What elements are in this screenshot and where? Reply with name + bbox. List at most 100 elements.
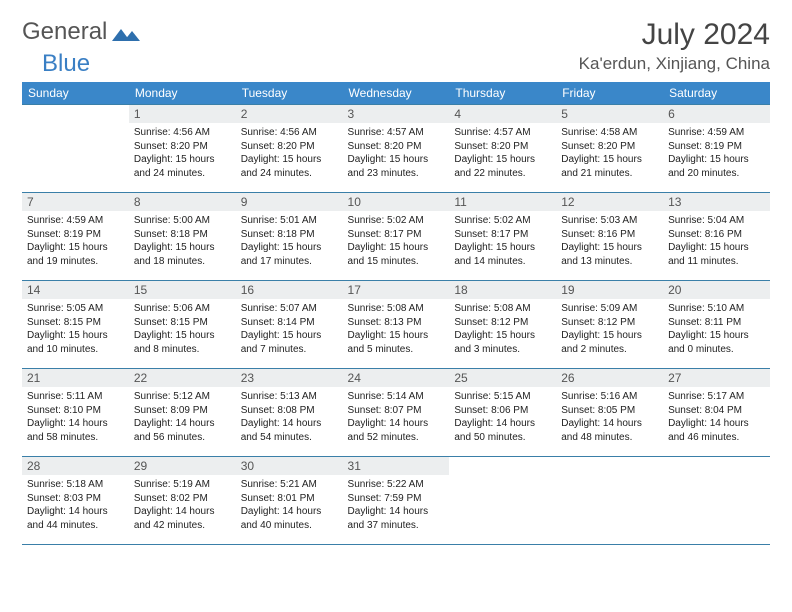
calendar-row: 7Sunrise: 4:59 AMSunset: 8:19 PMDaylight… <box>22 193 770 281</box>
day-details: Sunrise: 5:16 AMSunset: 8:05 PMDaylight:… <box>556 387 663 446</box>
day-cell: 18Sunrise: 5:08 AMSunset: 8:12 PMDayligh… <box>449 281 556 369</box>
weekday-header: Monday <box>129 82 236 105</box>
calendar-row: 14Sunrise: 5:05 AMSunset: 8:15 PMDayligh… <box>22 281 770 369</box>
day-details: Sunrise: 5:12 AMSunset: 8:09 PMDaylight:… <box>129 387 236 446</box>
calendar-row: 21Sunrise: 5:11 AMSunset: 8:10 PMDayligh… <box>22 369 770 457</box>
day-cell: 19Sunrise: 5:09 AMSunset: 8:12 PMDayligh… <box>556 281 663 369</box>
weekday-header: Wednesday <box>343 82 450 105</box>
day-details: Sunrise: 5:21 AMSunset: 8:01 PMDaylight:… <box>236 475 343 534</box>
calendar-row: 1Sunrise: 4:56 AMSunset: 8:20 PMDaylight… <box>22 105 770 193</box>
day-cell: 27Sunrise: 5:17 AMSunset: 8:04 PMDayligh… <box>663 369 770 457</box>
day-details: Sunrise: 4:57 AMSunset: 8:20 PMDaylight:… <box>449 123 556 182</box>
day-details: Sunrise: 5:11 AMSunset: 8:10 PMDaylight:… <box>22 387 129 446</box>
day-number: 18 <box>449 281 556 299</box>
day-number: 14 <box>22 281 129 299</box>
day-cell: 3Sunrise: 4:57 AMSunset: 8:20 PMDaylight… <box>343 105 450 193</box>
day-cell: 17Sunrise: 5:08 AMSunset: 8:13 PMDayligh… <box>343 281 450 369</box>
day-details: Sunrise: 4:56 AMSunset: 8:20 PMDaylight:… <box>236 123 343 182</box>
day-cell: 10Sunrise: 5:02 AMSunset: 8:17 PMDayligh… <box>343 193 450 281</box>
day-details: Sunrise: 5:18 AMSunset: 8:03 PMDaylight:… <box>22 475 129 534</box>
day-details: Sunrise: 5:09 AMSunset: 8:12 PMDaylight:… <box>556 299 663 358</box>
day-cell: 24Sunrise: 5:14 AMSunset: 8:07 PMDayligh… <box>343 369 450 457</box>
weekday-header: Thursday <box>449 82 556 105</box>
day-cell: 22Sunrise: 5:12 AMSunset: 8:09 PMDayligh… <box>129 369 236 457</box>
day-cell: 4Sunrise: 4:57 AMSunset: 8:20 PMDaylight… <box>449 105 556 193</box>
day-cell: 31Sunrise: 5:22 AMSunset: 7:59 PMDayligh… <box>343 457 450 545</box>
day-cell: 28Sunrise: 5:18 AMSunset: 8:03 PMDayligh… <box>22 457 129 545</box>
day-details: Sunrise: 5:02 AMSunset: 8:17 PMDaylight:… <box>449 211 556 270</box>
day-number: 27 <box>663 369 770 387</box>
day-number: 23 <box>236 369 343 387</box>
day-number: 8 <box>129 193 236 211</box>
day-cell: 21Sunrise: 5:11 AMSunset: 8:10 PMDayligh… <box>22 369 129 457</box>
day-details: Sunrise: 5:06 AMSunset: 8:15 PMDaylight:… <box>129 299 236 358</box>
day-number: 12 <box>556 193 663 211</box>
day-details: Sunrise: 5:03 AMSunset: 8:16 PMDaylight:… <box>556 211 663 270</box>
day-details: Sunrise: 5:01 AMSunset: 8:18 PMDaylight:… <box>236 211 343 270</box>
day-number: 16 <box>236 281 343 299</box>
day-number: 26 <box>556 369 663 387</box>
day-cell: 16Sunrise: 5:07 AMSunset: 8:14 PMDayligh… <box>236 281 343 369</box>
day-cell: 20Sunrise: 5:10 AMSunset: 8:11 PMDayligh… <box>663 281 770 369</box>
day-details: Sunrise: 5:17 AMSunset: 8:04 PMDaylight:… <box>663 387 770 446</box>
day-details: Sunrise: 5:08 AMSunset: 8:13 PMDaylight:… <box>343 299 450 358</box>
day-details: Sunrise: 4:56 AMSunset: 8:20 PMDaylight:… <box>129 123 236 182</box>
day-details: Sunrise: 5:15 AMSunset: 8:06 PMDaylight:… <box>449 387 556 446</box>
weekday-header: Tuesday <box>236 82 343 105</box>
empty-cell <box>22 105 129 193</box>
calendar-head: SundayMondayTuesdayWednesdayThursdayFrid… <box>22 82 770 105</box>
day-number: 1 <box>129 105 236 123</box>
empty-cell <box>556 457 663 545</box>
day-number: 24 <box>343 369 450 387</box>
day-details: Sunrise: 5:02 AMSunset: 8:17 PMDaylight:… <box>343 211 450 270</box>
brand-part2: Blue <box>42 50 90 78</box>
day-cell: 2Sunrise: 4:56 AMSunset: 8:20 PMDaylight… <box>236 105 343 193</box>
day-number: 28 <box>22 457 129 475</box>
day-details: Sunrise: 5:08 AMSunset: 8:12 PMDaylight:… <box>449 299 556 358</box>
day-details: Sunrise: 5:10 AMSunset: 8:11 PMDaylight:… <box>663 299 770 358</box>
day-cell: 9Sunrise: 5:01 AMSunset: 8:18 PMDaylight… <box>236 193 343 281</box>
day-number: 5 <box>556 105 663 123</box>
day-cell: 6Sunrise: 4:59 AMSunset: 8:19 PMDaylight… <box>663 105 770 193</box>
day-details: Sunrise: 5:14 AMSunset: 8:07 PMDaylight:… <box>343 387 450 446</box>
weekday-header: Sunday <box>22 82 129 105</box>
empty-cell <box>449 457 556 545</box>
calendar-table: SundayMondayTuesdayWednesdayThursdayFrid… <box>22 82 770 545</box>
day-number: 19 <box>556 281 663 299</box>
day-number: 9 <box>236 193 343 211</box>
location: Ka'erdun, Xinjiang, China <box>579 54 770 74</box>
day-number: 29 <box>129 457 236 475</box>
day-cell: 1Sunrise: 4:56 AMSunset: 8:20 PMDaylight… <box>129 105 236 193</box>
day-cell: 5Sunrise: 4:58 AMSunset: 8:20 PMDaylight… <box>556 105 663 193</box>
month-title: July 2024 <box>579 18 770 52</box>
title-block: July 2024 Ka'erdun, Xinjiang, China <box>579 18 770 74</box>
day-details: Sunrise: 4:58 AMSunset: 8:20 PMDaylight:… <box>556 123 663 182</box>
day-number: 4 <box>449 105 556 123</box>
day-cell: 15Sunrise: 5:06 AMSunset: 8:15 PMDayligh… <box>129 281 236 369</box>
day-number: 30 <box>236 457 343 475</box>
day-details: Sunrise: 5:00 AMSunset: 8:18 PMDaylight:… <box>129 211 236 270</box>
day-number: 31 <box>343 457 450 475</box>
day-cell: 12Sunrise: 5:03 AMSunset: 8:16 PMDayligh… <box>556 193 663 281</box>
empty-cell <box>663 457 770 545</box>
day-details: Sunrise: 5:19 AMSunset: 8:02 PMDaylight:… <box>129 475 236 534</box>
day-number: 13 <box>663 193 770 211</box>
day-details: Sunrise: 5:22 AMSunset: 7:59 PMDaylight:… <box>343 475 450 534</box>
day-cell: 25Sunrise: 5:15 AMSunset: 8:06 PMDayligh… <box>449 369 556 457</box>
day-cell: 26Sunrise: 5:16 AMSunset: 8:05 PMDayligh… <box>556 369 663 457</box>
day-number: 3 <box>343 105 450 123</box>
calendar-row: 28Sunrise: 5:18 AMSunset: 8:03 PMDayligh… <box>22 457 770 545</box>
calendar-body: 1Sunrise: 4:56 AMSunset: 8:20 PMDaylight… <box>22 105 770 545</box>
day-number: 21 <box>22 369 129 387</box>
day-number: 17 <box>343 281 450 299</box>
day-cell: 30Sunrise: 5:21 AMSunset: 8:01 PMDayligh… <box>236 457 343 545</box>
day-number: 10 <box>343 193 450 211</box>
day-cell: 7Sunrise: 4:59 AMSunset: 8:19 PMDaylight… <box>22 193 129 281</box>
day-number: 2 <box>236 105 343 123</box>
day-details: Sunrise: 4:57 AMSunset: 8:20 PMDaylight:… <box>343 123 450 182</box>
day-number: 6 <box>663 105 770 123</box>
day-details: Sunrise: 5:07 AMSunset: 8:14 PMDaylight:… <box>236 299 343 358</box>
day-cell: 8Sunrise: 5:00 AMSunset: 8:18 PMDaylight… <box>129 193 236 281</box>
day-details: Sunrise: 5:04 AMSunset: 8:16 PMDaylight:… <box>663 211 770 270</box>
brand-logo: General <box>22 18 142 46</box>
